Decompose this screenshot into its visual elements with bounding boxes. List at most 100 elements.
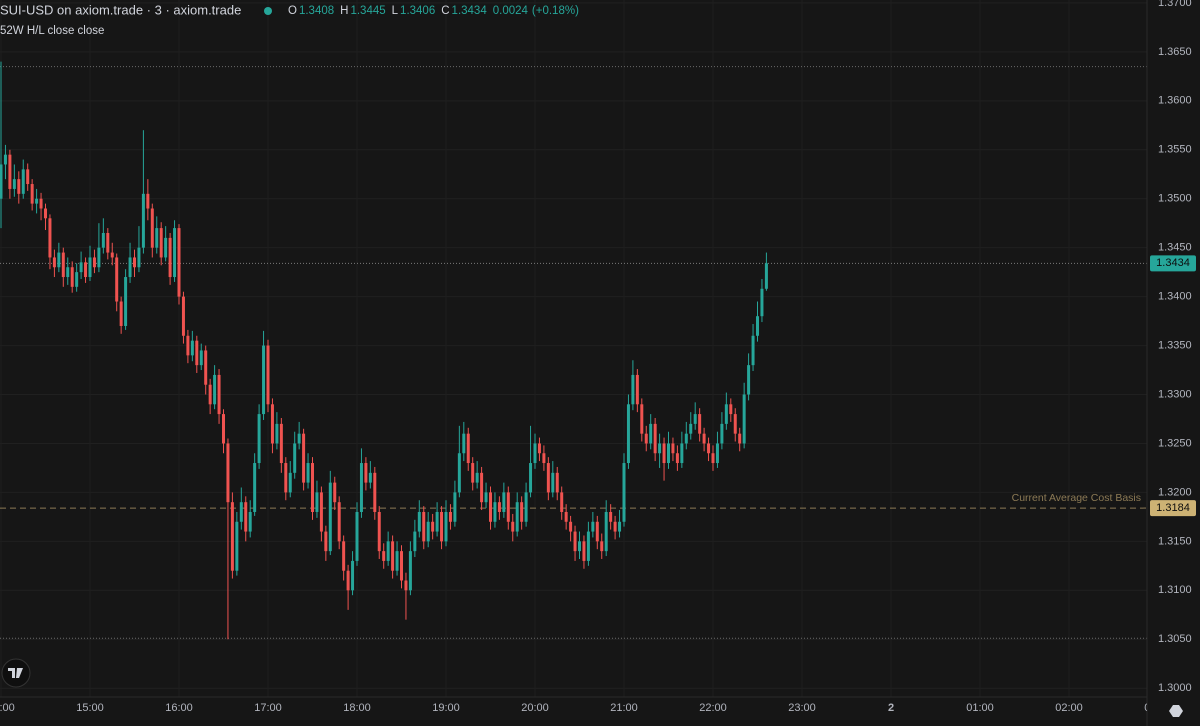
candle-body	[640, 404, 644, 434]
y-tick-label: 1.3300	[1158, 388, 1192, 400]
candle-body	[150, 208, 154, 248]
candle-body	[106, 232, 110, 253]
candle-body	[137, 247, 141, 268]
plot-area: Current Average Cost Basis	[0, 61, 1147, 640]
candle-body	[8, 154, 12, 189]
candle-body	[662, 443, 666, 464]
candle-body	[133, 257, 136, 268]
y-tick-label: 1.3650	[1158, 46, 1192, 58]
candle-body	[533, 443, 537, 464]
candle-body	[618, 521, 622, 532]
candle-body	[489, 492, 492, 522]
candle-body	[253, 463, 257, 512]
candle-body	[413, 531, 417, 552]
settings-icon[interactable]	[1169, 705, 1183, 717]
candle-body	[466, 433, 470, 464]
status-dot	[264, 7, 272, 15]
candle-body	[21, 169, 25, 194]
candle-body	[244, 502, 248, 532]
candle-body	[569, 521, 573, 532]
candle-body	[257, 414, 261, 464]
candle-body	[266, 345, 270, 405]
candle-body	[79, 262, 83, 273]
candle-body	[319, 492, 323, 532]
candle-body	[471, 463, 475, 483]
candle-body	[555, 472, 559, 493]
candle-body	[560, 492, 564, 512]
candle-body	[204, 350, 208, 385]
open-value: 1.3408	[299, 5, 334, 17]
low-value: 1.3406	[400, 5, 435, 17]
candle-body	[475, 472, 479, 483]
candle-body	[101, 232, 105, 248]
candle-body	[644, 433, 648, 444]
candle-body	[693, 414, 697, 424]
close-value: 1.3434	[452, 5, 488, 17]
x-tick-label: 18:00	[343, 702, 371, 714]
candle-body	[649, 423, 653, 444]
chart-title: SUI-USD on axiom.trade · 3 · axiom.trade	[0, 2, 241, 17]
candle-body	[70, 267, 74, 287]
candle-body	[30, 184, 34, 204]
candle-body	[600, 541, 604, 552]
candle-body	[119, 301, 123, 326]
candle-body	[288, 472, 292, 493]
candle-body	[270, 404, 274, 444]
indicator-label: 52W H/L close close	[0, 25, 104, 37]
candle-body	[124, 277, 128, 326]
candle-body	[359, 463, 363, 512]
candle-body	[337, 502, 341, 542]
candle-body	[733, 414, 737, 434]
candle-body	[0, 164, 3, 199]
candle-body	[328, 482, 332, 552]
candle-body	[720, 423, 724, 444]
candle-body	[177, 228, 181, 297]
candle-body	[680, 443, 684, 464]
y-tick-label: 1.3350	[1158, 339, 1192, 351]
candle-body	[173, 228, 177, 278]
x-tick-label: 23:00	[788, 702, 816, 714]
candle-body	[448, 511, 452, 522]
candle-body	[351, 560, 355, 591]
candle-body	[324, 531, 328, 552]
candle-body	[578, 541, 581, 552]
candle-body	[493, 502, 497, 522]
candle-body	[61, 252, 65, 278]
candle-body	[39, 198, 43, 209]
candle-body	[195, 340, 199, 366]
y-tick-label: 1.3700	[1158, 0, 1192, 9]
candle-body	[440, 511, 444, 542]
candle-body	[702, 433, 706, 444]
candle-body	[199, 350, 203, 366]
candle-body	[511, 521, 515, 532]
candle-body	[35, 198, 39, 204]
candle-body	[751, 335, 755, 366]
candle-body	[364, 463, 368, 483]
y-tick-label: 1.3450	[1158, 242, 1192, 254]
candle-body	[715, 443, 719, 464]
close-label: C	[441, 5, 449, 17]
y-tick-label: 1.3500	[1158, 193, 1192, 205]
candle-body	[711, 453, 715, 464]
candle-body	[159, 228, 163, 258]
candle-body	[297, 433, 301, 444]
candle-body	[146, 193, 150, 209]
candle-body	[284, 463, 288, 493]
y-tick-label: 1.3050	[1158, 633, 1192, 645]
y-tick-label: 1.3200	[1158, 486, 1192, 498]
candle-body	[417, 511, 421, 532]
candle-body	[524, 492, 528, 522]
candle-body	[537, 443, 541, 454]
candle-body	[658, 443, 662, 454]
candle-body	[306, 463, 310, 483]
candle-body	[84, 262, 88, 278]
high-label: H	[340, 5, 348, 17]
candle-body	[377, 511, 381, 552]
candle-body	[190, 340, 194, 356]
candle-body	[520, 502, 524, 522]
candle-body	[742, 394, 746, 444]
candle-body	[653, 423, 657, 454]
candle-body	[515, 502, 519, 532]
